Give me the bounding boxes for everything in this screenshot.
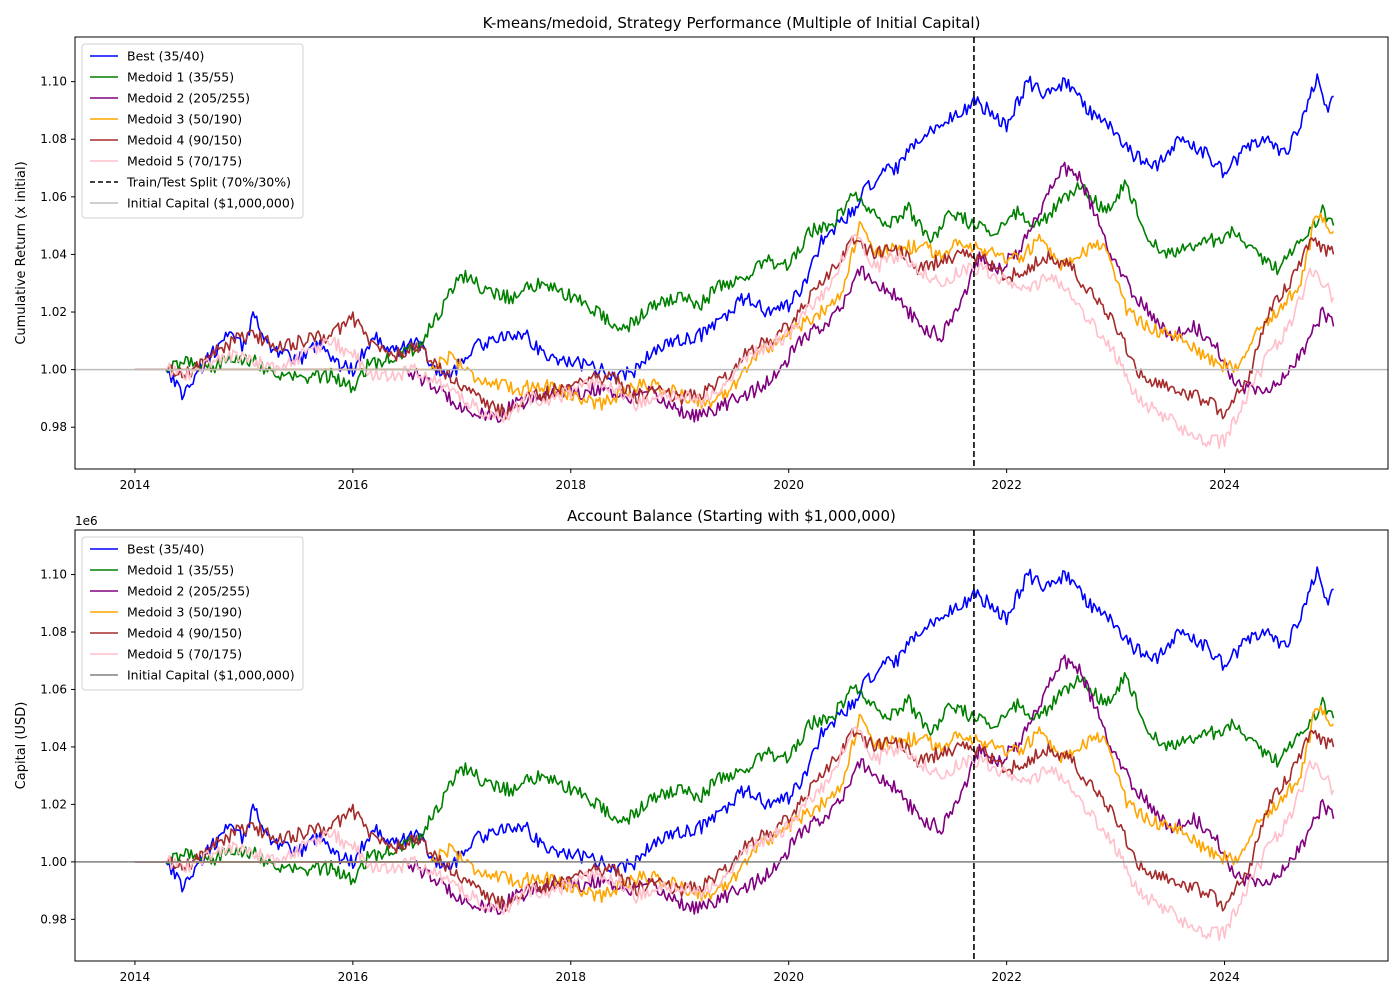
x-tick-label: 2018 — [556, 970, 587, 984]
x-tick-label: 2014 — [120, 970, 151, 984]
x-tick-label: 2016 — [338, 478, 369, 492]
x-tick-label: 2014 — [120, 478, 151, 492]
series-line-1 — [134, 73, 1334, 401]
chart-title: K-means/medoid, Strategy Performance (Mu… — [483, 14, 981, 32]
y-tick-label: 1.10 — [40, 75, 67, 89]
y-tick-label: 1.08 — [40, 132, 67, 146]
y-tick-label: 1.00 — [40, 855, 67, 869]
y-axis-offset-text: 1e6 — [75, 514, 98, 528]
legend-label: Initial Capital ($1,000,000) — [127, 668, 295, 683]
series-line-1 — [134, 566, 1334, 893]
legend-label: Medoid 1 (35/55) — [127, 563, 234, 578]
y-tick-label: 1.02 — [40, 305, 67, 319]
legend-label: Medoid 5 (70/175) — [127, 154, 242, 169]
x-tick-label: 2024 — [1209, 478, 1240, 492]
y-tick-label: 1.02 — [40, 797, 67, 811]
series-line-5 — [134, 727, 1335, 912]
legend-label: Train/Test Split (70%/30%) — [126, 175, 291, 190]
legend-label: Medoid 1 (35/55) — [127, 70, 234, 85]
legend-label: Medoid 3 (50/190) — [127, 605, 242, 620]
legend-label: Medoid 4 (90/150) — [127, 133, 242, 148]
y-tick-label: 0.98 — [40, 420, 67, 434]
axes-frame — [74, 529, 1389, 962]
legend-label: Best (35/40) — [127, 542, 204, 557]
legend-label: Medoid 2 (205/255) — [127, 584, 250, 599]
legend: Best (35/40) Medoid 1 (35/55) Medoid 2 (20… — [81, 536, 304, 691]
x-tick-label: 2016 — [338, 970, 369, 984]
y-tick-label: 1.04 — [40, 740, 67, 754]
legend-label: Initial Capital ($1,000,000) — [127, 196, 295, 211]
series-line-2 — [134, 179, 1335, 394]
series-line-6 — [134, 233, 1335, 449]
legend-label: Medoid 5 (70/175) — [127, 647, 242, 662]
y-tick-label: 1.06 — [40, 682, 67, 696]
chart-strategy-performance: K-means/medoid, Strategy Performance (Mu… — [14, 14, 1389, 492]
legend-label: Medoid 2 (205/255) — [127, 91, 250, 106]
series-line-2 — [134, 672, 1335, 886]
plot-area — [75, 37, 1388, 469]
y-tick-label: 0.98 — [40, 912, 67, 926]
chart-account-balance: Account Balance (Starting with $1,000,00… — [14, 507, 1389, 984]
x-tick-label: 2024 — [1209, 970, 1240, 984]
legend-label: Best (35/40) — [127, 49, 204, 64]
x-tick-label: 2020 — [773, 478, 804, 492]
legend-box — [81, 536, 304, 691]
y-axis-label: Cumulative Return (x initial) — [14, 161, 29, 344]
x-tick-label: 2022 — [991, 970, 1022, 984]
x-tick-label: 2020 — [773, 970, 804, 984]
series-line-5 — [134, 235, 1335, 420]
legend-label: Medoid 4 (90/150) — [127, 626, 242, 641]
legend-box — [81, 43, 304, 219]
legend: Best (35/40) Medoid 1 (35/55) Medoid 2 (20… — [81, 43, 304, 219]
y-axis-label: Capital (USD) — [14, 702, 29, 790]
legend-label: Medoid 3 (50/190) — [127, 112, 242, 127]
axes-frame — [74, 36, 1389, 470]
plot-area — [75, 530, 1388, 961]
y-tick-label: 1.00 — [40, 363, 67, 377]
y-tick-label: 1.06 — [40, 190, 67, 204]
chart-title: Account Balance (Starting with $1,000,00… — [567, 507, 896, 525]
x-tick-label: 2022 — [991, 478, 1022, 492]
y-tick-label: 1.04 — [40, 247, 67, 261]
y-tick-label: 1.08 — [40, 625, 67, 639]
y-tick-label: 1.10 — [40, 568, 67, 582]
series-line-6 — [134, 726, 1335, 941]
x-tick-label: 2018 — [556, 478, 587, 492]
